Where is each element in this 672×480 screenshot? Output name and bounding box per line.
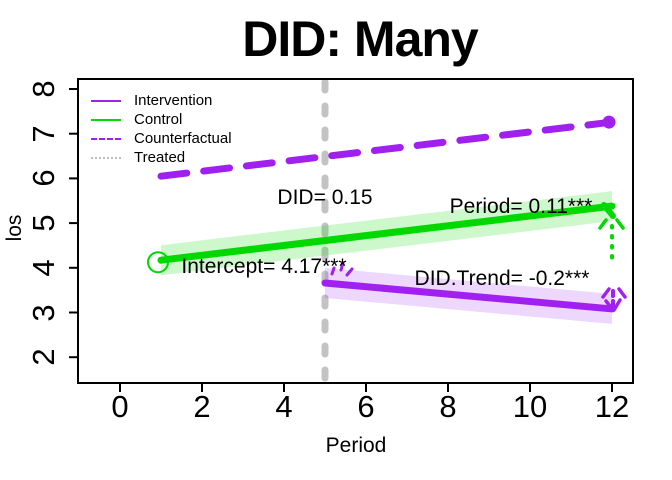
gap-arrows xyxy=(330,202,627,312)
annotation-did-trend: DID.Trend= -0.2*** xyxy=(414,267,590,290)
legend-item-label: Intervention xyxy=(134,92,213,109)
x-tick-label: 6 xyxy=(357,389,375,424)
legend-item-counterfactual: Counterfactual xyxy=(91,129,232,148)
legend: Intervention Control Counterfactual Trea… xyxy=(91,91,232,167)
y-tick-label: 8 xyxy=(26,80,61,98)
x-tick-label: 10 xyxy=(512,389,548,424)
page-title: DID: Many xyxy=(242,11,478,67)
y-tick-label: 5 xyxy=(26,214,61,232)
y-tick-label: 7 xyxy=(26,125,61,143)
legend-item-treated: Treated xyxy=(91,148,232,167)
y-tick-label: 4 xyxy=(26,259,61,277)
y-axis-label: los xyxy=(3,214,26,242)
y-tick-label: 3 xyxy=(26,303,61,322)
gap-arrow-purple xyxy=(601,287,627,312)
annotation-did: DID= 0.15 xyxy=(277,186,373,209)
x-tick-label: 4 xyxy=(275,389,293,424)
control-start-circle xyxy=(147,251,169,274)
y-tick-label: 6 xyxy=(26,169,61,188)
gap-arrow-green xyxy=(598,202,625,265)
legend-item-label: Control xyxy=(134,111,183,128)
legend-item-intervention: Intervention xyxy=(91,91,232,110)
x-tick-label: 8 xyxy=(439,389,457,424)
legend-item-control: Control xyxy=(91,110,232,129)
x-tick-label: 2 xyxy=(193,389,211,424)
x-tick-label: 12 xyxy=(594,389,630,424)
annotation-intercept: Intercept= 4.17*** xyxy=(181,255,347,278)
annotation-period: Period= 0.11*** xyxy=(449,195,593,218)
intervention-start-burst xyxy=(330,261,354,277)
control-line xyxy=(157,202,616,264)
y-tick-label: 2 xyxy=(26,348,61,366)
counterfactual-end-dot xyxy=(602,115,616,129)
intervention-line-swatch xyxy=(91,99,121,102)
legend-item-label: Treated xyxy=(134,149,186,166)
counterfactual-line-swatch xyxy=(91,137,121,140)
counterfactual-line xyxy=(157,118,616,180)
x-tick-label: 0 xyxy=(111,389,129,424)
plot-border xyxy=(77,78,634,384)
control-line-swatch xyxy=(91,118,121,121)
x-axis-label: Period xyxy=(325,434,387,457)
intervention-line xyxy=(321,279,616,313)
treated-line-swatch xyxy=(91,156,121,159)
legend-item-label: Counterfactual xyxy=(134,130,232,147)
